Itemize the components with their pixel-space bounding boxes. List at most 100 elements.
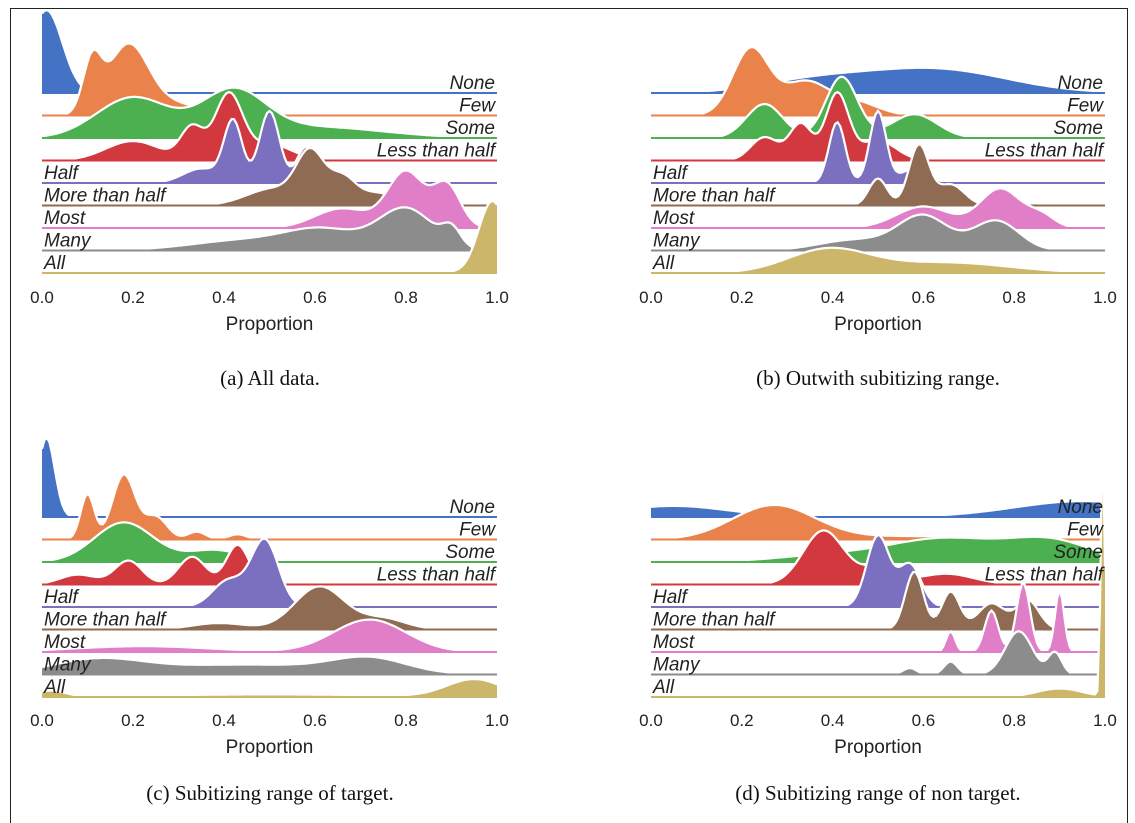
row-label: Few — [459, 520, 496, 541]
row-label: Most — [653, 632, 695, 653]
row-label: Some — [1053, 118, 1103, 139]
figure-frame — [10, 8, 1128, 823]
row-label: Half — [653, 163, 689, 184]
ridge-none — [651, 501, 1105, 517]
x-axis-label: Proportion — [226, 737, 314, 758]
ridge-some — [651, 76, 1105, 138]
row-label: All — [43, 677, 66, 698]
ridge-many — [651, 214, 1105, 251]
ridge-half — [651, 535, 1105, 607]
ridge-few — [651, 504, 1105, 540]
row-label: Half — [44, 163, 80, 184]
row-label: Many — [44, 231, 92, 252]
x-tick-label: 0.8 — [394, 711, 418, 730]
row-label: All — [652, 253, 675, 274]
ridge-outline — [41, 677, 498, 698]
ridge-all — [42, 679, 497, 697]
x-tick-label: 0.8 — [1002, 711, 1026, 730]
row-label: Many — [653, 231, 701, 252]
row-label: Most — [44, 208, 86, 229]
ridge-outline — [41, 618, 497, 653]
row-label: Half — [44, 587, 80, 608]
ridge-few — [42, 474, 497, 540]
row-label: Some — [1053, 542, 1103, 563]
x-tick-label: 0.0 — [30, 288, 54, 307]
row-label: Few — [459, 96, 496, 117]
row-label: Less than half — [985, 141, 1105, 162]
row-label: More than half — [44, 610, 167, 631]
row-label: Most — [44, 632, 86, 653]
x-tick-label: 0.8 — [394, 288, 418, 307]
x-tick-label: 0.6 — [912, 711, 936, 730]
row-label: Few — [1067, 96, 1104, 117]
ridge-outline — [41, 655, 497, 676]
x-axis-label: Proportion — [834, 314, 922, 335]
ridge-most — [42, 170, 497, 228]
row-label: Few — [1067, 520, 1104, 541]
x-tick-label: 1.0 — [485, 288, 509, 307]
x-tick-label: 1.0 — [1093, 711, 1117, 730]
x-tick-label: 0.0 — [30, 711, 54, 730]
panel-caption: (c) Subitizing range of target. — [146, 781, 393, 805]
x-tick-label: 0.4 — [821, 711, 845, 730]
ridge-more-than-half — [42, 147, 497, 206]
x-tick-label: 0.2 — [730, 711, 754, 730]
x-tick-label: 1.0 — [485, 711, 509, 730]
panel-caption: (b) Outwith subitizing range. — [756, 366, 1000, 390]
x-axis-label: Proportion — [834, 737, 922, 758]
x-tick-label: 0.6 — [303, 288, 327, 307]
row-label: None — [1058, 73, 1103, 94]
ridge-most — [651, 583, 1105, 652]
row-label: Most — [653, 208, 695, 229]
x-tick-label: 0.0 — [639, 711, 663, 730]
row-label: None — [450, 73, 495, 94]
ridge-some — [42, 522, 497, 562]
panel-caption: (a) All data. — [220, 366, 320, 390]
row-label: Half — [653, 587, 689, 608]
x-tick-label: 0.2 — [730, 288, 754, 307]
row-label: All — [652, 677, 675, 698]
ridge-less-than-half — [42, 544, 497, 585]
row-label: Less than half — [377, 565, 497, 586]
ridge-half — [42, 111, 497, 183]
x-tick-label: 0.6 — [912, 288, 936, 307]
x-tick-label: 0.4 — [821, 288, 845, 307]
ridge-few — [651, 47, 1105, 116]
ridge-outline — [41, 86, 497, 139]
x-tick-label: 0.0 — [639, 288, 663, 307]
row-label: None — [450, 497, 495, 518]
ridge-half — [651, 111, 1105, 183]
row-label: Some — [445, 118, 495, 139]
x-tick-label: 0.6 — [303, 711, 327, 730]
row-label: Less than half — [985, 565, 1105, 586]
ridge-more-than-half — [42, 586, 497, 630]
x-tick-label: 0.4 — [212, 288, 236, 307]
x-axis-label: Proportion — [226, 314, 314, 335]
row-label: More than half — [653, 610, 776, 631]
x-tick-label: 0.2 — [121, 711, 145, 730]
ridge-many — [651, 631, 1105, 675]
row-label: Less than half — [377, 141, 497, 162]
ridge-more-than-half — [651, 144, 1105, 206]
ridge-less-than-half — [651, 92, 1105, 161]
ridge-most — [651, 188, 1105, 228]
row-label: Some — [445, 542, 495, 563]
ridge-outline — [41, 199, 498, 274]
ridge-outline — [651, 246, 1105, 275]
panel-caption: (d) Subitizing range of non target. — [735, 781, 1020, 805]
x-tick-label: 1.0 — [1093, 288, 1117, 307]
x-tick-label: 0.2 — [121, 288, 145, 307]
ridge-most — [42, 619, 497, 652]
row-label: Many — [653, 655, 701, 676]
x-tick-label: 0.8 — [1002, 288, 1026, 307]
ridge-half — [42, 538, 497, 607]
ridge-many — [42, 207, 497, 251]
row-label: None — [1058, 497, 1103, 518]
row-label: Many — [44, 655, 92, 676]
row-label: More than half — [44, 186, 167, 207]
